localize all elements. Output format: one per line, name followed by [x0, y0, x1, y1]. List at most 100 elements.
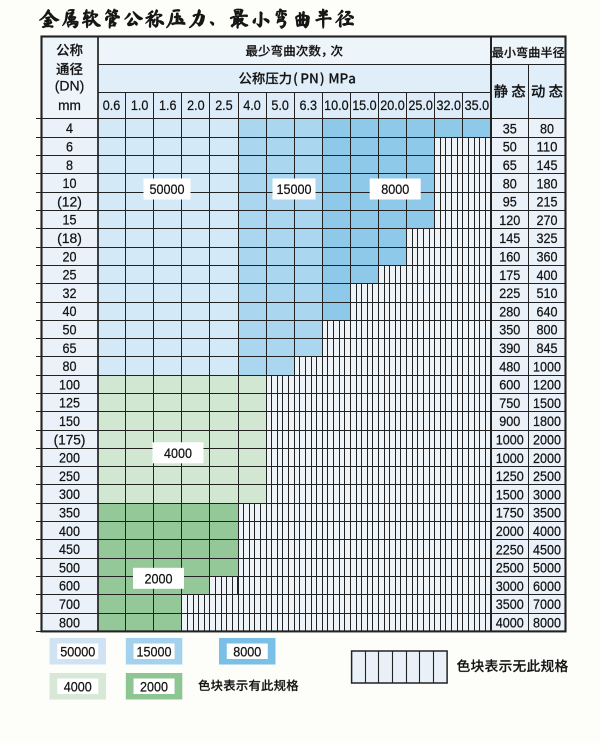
svg-text:35: 35: [503, 121, 517, 137]
svg-text:510: 510: [537, 286, 558, 302]
svg-text:15: 15: [63, 213, 77, 229]
svg-text:2000: 2000: [145, 572, 173, 588]
svg-text:3500: 3500: [533, 506, 561, 522]
svg-text:6: 6: [66, 139, 73, 155]
svg-text:80: 80: [503, 176, 517, 192]
svg-text:350: 350: [499, 323, 520, 339]
svg-text:360: 360: [537, 249, 558, 265]
svg-text:400: 400: [59, 524, 80, 540]
svg-text:65: 65: [503, 158, 517, 174]
svg-text:40: 40: [63, 304, 77, 320]
svg-text:480: 480: [499, 359, 520, 375]
svg-text:1750: 1750: [496, 506, 524, 522]
svg-text:700: 700: [59, 597, 80, 613]
svg-text:600: 600: [59, 579, 80, 595]
svg-text:mm: mm: [58, 98, 81, 114]
svg-text:1.0: 1.0: [131, 98, 149, 114]
svg-text:4000: 4000: [64, 679, 92, 695]
svg-text:6000: 6000: [533, 579, 561, 595]
svg-text:900: 900: [499, 414, 520, 430]
svg-text:8000: 8000: [233, 644, 261, 660]
svg-text:300: 300: [59, 487, 80, 503]
svg-text:845: 845: [537, 341, 558, 357]
svg-text:4000: 4000: [496, 615, 524, 631]
svg-text:(175): (175): [54, 432, 86, 448]
svg-text:270: 270: [537, 213, 558, 229]
svg-text:1500: 1500: [533, 396, 561, 412]
svg-text:50000: 50000: [150, 182, 185, 198]
svg-text:110: 110: [537, 140, 558, 156]
svg-text:2000: 2000: [533, 432, 561, 448]
svg-text:2.5: 2.5: [215, 98, 233, 114]
svg-text:800: 800: [537, 323, 558, 339]
svg-text:8000: 8000: [381, 182, 409, 198]
svg-text:145: 145: [537, 158, 558, 174]
svg-text:95: 95: [503, 195, 517, 211]
svg-text:32: 32: [63, 286, 77, 302]
svg-text:1250: 1250: [496, 469, 524, 485]
svg-text:100: 100: [59, 377, 80, 393]
svg-text:1800: 1800: [533, 414, 561, 430]
svg-text:4500: 4500: [533, 542, 561, 558]
svg-text:250: 250: [59, 469, 80, 485]
svg-text:20.0: 20.0: [380, 98, 405, 114]
svg-text:80: 80: [540, 121, 554, 137]
svg-text:200: 200: [59, 451, 80, 467]
svg-text:15000: 15000: [137, 644, 172, 660]
svg-text:(18): (18): [57, 231, 82, 247]
svg-text:175: 175: [499, 268, 520, 284]
svg-text:10.0: 10.0: [324, 98, 349, 114]
svg-text:15000: 15000: [277, 182, 312, 198]
svg-text:400: 400: [537, 268, 558, 284]
svg-text:180: 180: [537, 176, 558, 192]
svg-text:125: 125: [59, 396, 80, 412]
svg-text:215: 215: [537, 195, 558, 211]
svg-text:3000: 3000: [533, 487, 561, 503]
svg-text:1000: 1000: [496, 432, 524, 448]
svg-text:600: 600: [499, 378, 520, 394]
svg-text:160: 160: [499, 249, 520, 265]
svg-text:2500: 2500: [533, 469, 561, 485]
svg-text:2.0: 2.0: [187, 98, 205, 114]
svg-text:10: 10: [63, 176, 77, 192]
svg-text:280: 280: [499, 304, 520, 320]
svg-text:450: 450: [59, 542, 80, 558]
svg-text:225: 225: [499, 286, 520, 302]
svg-text:150: 150: [59, 414, 80, 430]
svg-text:4000: 4000: [164, 446, 192, 462]
svg-text:1000: 1000: [533, 359, 561, 375]
svg-text:32.0: 32.0: [437, 98, 462, 114]
svg-text:800: 800: [59, 615, 80, 631]
svg-text:25: 25: [63, 268, 77, 284]
svg-text:5000: 5000: [533, 561, 561, 577]
svg-text:640: 640: [537, 304, 558, 320]
svg-text:8: 8: [66, 158, 73, 174]
svg-text:50: 50: [63, 322, 77, 338]
svg-text:6.3: 6.3: [300, 98, 318, 114]
svg-text:3000: 3000: [496, 579, 524, 595]
svg-text:65: 65: [63, 341, 77, 357]
svg-text:1000: 1000: [496, 451, 524, 467]
svg-text:350: 350: [59, 505, 80, 521]
svg-text:(12): (12): [57, 194, 82, 210]
svg-text:80: 80: [63, 359, 77, 375]
svg-text:25.0: 25.0: [408, 98, 433, 114]
svg-text:750: 750: [499, 396, 520, 412]
svg-text:2000: 2000: [533, 451, 561, 467]
svg-text:325: 325: [537, 231, 558, 247]
svg-text:1500: 1500: [496, 487, 524, 503]
svg-text:390: 390: [499, 341, 520, 357]
svg-text:2500: 2500: [496, 561, 524, 577]
svg-text:0.6: 0.6: [103, 98, 121, 114]
svg-text:(DN): (DN): [55, 79, 85, 95]
svg-text:4.0: 4.0: [243, 98, 261, 114]
svg-text:20: 20: [63, 249, 77, 265]
svg-text:35.0: 35.0: [465, 98, 490, 114]
svg-text:3500: 3500: [496, 597, 524, 613]
svg-text:120: 120: [499, 213, 520, 229]
svg-text:2250: 2250: [496, 542, 524, 558]
svg-text:1200: 1200: [533, 378, 561, 394]
svg-text:7000: 7000: [533, 597, 561, 613]
svg-text:50: 50: [503, 140, 517, 156]
svg-text:2000: 2000: [496, 524, 524, 540]
